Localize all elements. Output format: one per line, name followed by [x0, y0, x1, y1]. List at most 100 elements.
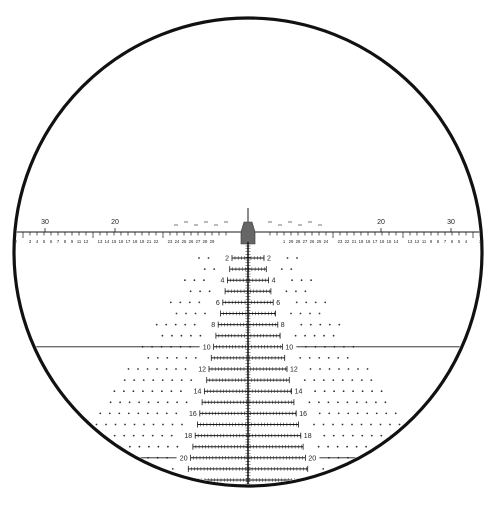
- wind-hold-dot: [176, 401, 179, 404]
- wind-hold-dot: [299, 357, 302, 359]
- wind-hold-dot: [95, 423, 98, 426]
- wind-hold-dot: [105, 423, 107, 426]
- holdover-label-left: 4: [220, 278, 224, 285]
- wind-hold-dot: [355, 445, 358, 448]
- wind-hold-dot: [155, 323, 158, 326]
- wind-hold-dot: [380, 479, 382, 481]
- wind-hold-dot: [413, 456, 416, 459]
- wind-hold-dot: [198, 301, 201, 304]
- wind-hold-dot: [317, 445, 320, 448]
- wind-hold-dot: [203, 279, 205, 282]
- wind-hold-dot: [304, 334, 306, 337]
- wind-hold-dot: [313, 334, 316, 337]
- wind-hold-dot: [142, 379, 145, 381]
- wind-hold-dot: [336, 445, 339, 448]
- horizontal-tick-label: 8: [437, 239, 440, 244]
- wind-hold-dot: [328, 412, 331, 415]
- horizontal-tick-label: 17: [373, 239, 378, 244]
- wind-hold-dot: [314, 301, 317, 304]
- wind-hold-dot: [322, 468, 325, 470]
- wind-hold-dot: [95, 468, 98, 470]
- wind-hold-dot: [332, 434, 335, 437]
- wind-hold-dot: [147, 401, 150, 404]
- horizontal-tick-label: 4: [36, 239, 39, 244]
- horizontal-tick-label: 24: [175, 239, 180, 244]
- wind-hold-dot: [322, 423, 325, 426]
- wind-hold-dot: [113, 434, 116, 437]
- wind-hold-dot: [346, 445, 348, 448]
- horizontal-tick-label: 12: [84, 239, 89, 244]
- horizontal-tick-label: 6: [451, 239, 454, 244]
- wind-hold-dot: [166, 401, 169, 404]
- wind-hold-dot: [208, 290, 211, 293]
- wind-hold-dot: [165, 412, 168, 415]
- wind-hold-dot: [299, 312, 302, 315]
- wind-hold-dot: [408, 434, 411, 437]
- wind-hold-dot: [318, 357, 321, 359]
- wind-hold-dot: [128, 401, 131, 404]
- wind-hold-dot: [171, 379, 174, 381]
- wind-hold-dot: [189, 290, 192, 293]
- wind-hold-dot: [146, 368, 149, 370]
- wind-hold-dot: [127, 412, 130, 415]
- wind-hold-dot: [133, 379, 136, 381]
- wind-hold-dot: [412, 445, 415, 448]
- wind-hold-dot: [323, 434, 326, 437]
- wind-hold-dot: [113, 390, 116, 393]
- wind-hold-dot: [80, 456, 83, 459]
- wind-hold-dot: [309, 312, 311, 315]
- wind-hold-dot: [310, 279, 312, 282]
- wind-hold-dot: [171, 423, 174, 426]
- wind-hold-dot: [352, 390, 354, 393]
- wind-hold-dot: [385, 456, 387, 459]
- wind-hold-dot: [184, 279, 186, 282]
- wind-hold-dot: [380, 390, 383, 393]
- wind-hold-dot: [194, 357, 197, 359]
- wind-hold-dot: [123, 434, 126, 437]
- wind-hold-dot: [385, 412, 388, 415]
- horizontal-tick-label: 16: [119, 239, 124, 244]
- wind-hold-dot: [142, 479, 145, 481]
- wind-hold-dot: [417, 468, 420, 470]
- horizontal-tick-label: 11: [77, 239, 82, 244]
- wind-hold-dot: [309, 323, 312, 326]
- wind-hold-dot: [127, 368, 130, 370]
- wind-hold-dot: [213, 268, 216, 270]
- wind-hold-dot: [94, 434, 97, 437]
- wind-hold-dot: [324, 301, 327, 304]
- wind-hold-dot: [109, 456, 111, 459]
- wind-hold-dot: [342, 434, 345, 437]
- wind-hold-dot: [308, 401, 311, 404]
- wind-hold-dot: [399, 434, 402, 437]
- wind-hold-dot: [341, 468, 344, 470]
- wind-hold-dot: [318, 312, 321, 315]
- wind-hold-dot: [341, 379, 344, 381]
- wind-hold-dot: [179, 301, 182, 304]
- horizontal-tick-label: 21: [352, 239, 357, 244]
- wind-hold-dot: [370, 479, 373, 481]
- horizontal-tick-label: 3: [29, 239, 32, 244]
- wind-hold-dot: [152, 479, 154, 481]
- wind-hold-dot: [342, 479, 344, 481]
- wind-hold-dot: [328, 323, 331, 326]
- wind-hold-dot: [304, 290, 307, 293]
- wind-hold-dot: [190, 334, 192, 337]
- wind-hold-dot: [162, 423, 164, 426]
- horizontal-tick-label: 25: [317, 239, 322, 244]
- wind-hold-dot: [175, 368, 177, 370]
- horizontal-tick-label: 23: [338, 239, 343, 244]
- horizontal-tick-label: 13: [408, 239, 413, 244]
- wind-hold-dot: [119, 401, 121, 404]
- wind-hold-dot: [180, 379, 183, 381]
- wind-hold-dot: [151, 390, 154, 393]
- wind-hold-dot: [347, 368, 350, 370]
- wind-hold-dot: [408, 479, 411, 481]
- wind-hold-dot: [426, 468, 429, 470]
- wind-hold-dot: [371, 390, 373, 393]
- holdover-label-left: 6: [216, 300, 220, 307]
- wind-hold-dot: [379, 423, 382, 426]
- wind-hold-dot: [290, 268, 293, 270]
- wind-hold-dot: [138, 445, 141, 448]
- wind-hold-dot: [118, 412, 121, 415]
- wind-hold-dot: [166, 357, 169, 359]
